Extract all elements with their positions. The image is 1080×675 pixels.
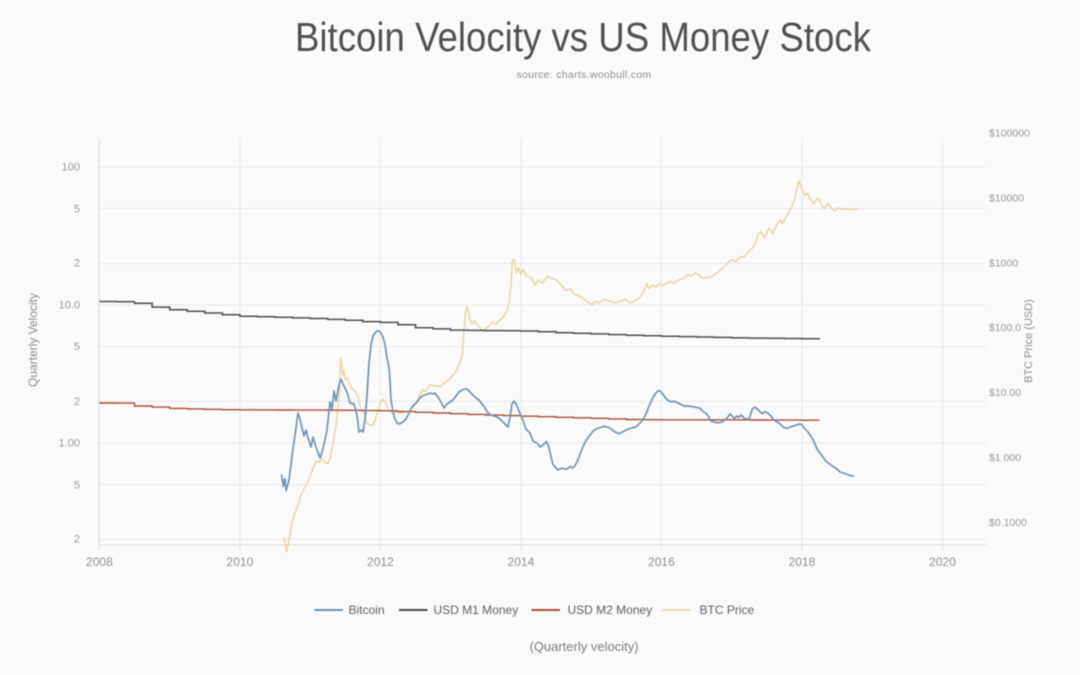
svg-text:2: 2 [74,396,80,408]
svg-text:2012: 2012 [367,555,394,569]
svg-text:2008: 2008 [86,555,113,569]
svg-text:2: 2 [74,258,80,270]
svg-text:2014: 2014 [508,555,535,569]
svg-text:2018: 2018 [789,555,816,569]
svg-text:5: 5 [74,204,80,216]
svg-text:$0.1000: $0.1000 [989,517,1027,529]
svg-text:10.0: 10.0 [59,300,80,312]
svg-text:5: 5 [74,480,80,492]
svg-text:(Quarterly velocity): (Quarterly velocity) [529,639,638,654]
svg-text:100: 100 [62,162,80,174]
svg-text:Quarterly Velocity: Quarterly Velocity [26,293,40,387]
svg-text:$1.000: $1.000 [989,452,1021,464]
svg-text:1.00: 1.00 [59,438,80,450]
svg-text:2: 2 [74,534,80,546]
svg-text:2010: 2010 [227,555,254,569]
svg-text:$10000: $10000 [989,192,1024,204]
svg-text:$100000: $100000 [989,128,1030,140]
svg-text:USD M1 Money: USD M1 Money [434,603,519,617]
svg-text:BTC Price: BTC Price [700,603,755,617]
svg-text:$100.0: $100.0 [989,322,1021,334]
svg-text:source: charts.woobull.com: source: charts.woobull.com [516,69,651,81]
svg-text:Bitcoin Velocity vs US Money S: Bitcoin Velocity vs US Money Stock [295,14,871,60]
svg-text:USD M2 Money: USD M2 Money [568,603,653,617]
svg-text:$1000: $1000 [989,257,1018,269]
svg-text:$10.00: $10.00 [989,387,1021,399]
svg-text:2016: 2016 [648,555,675,569]
svg-text:2020: 2020 [929,555,956,569]
svg-text:Bitcoin: Bitcoin [349,603,385,617]
svg-text:BTC Price (USD): BTC Price (USD) [1023,299,1035,383]
svg-text:5: 5 [74,341,80,353]
